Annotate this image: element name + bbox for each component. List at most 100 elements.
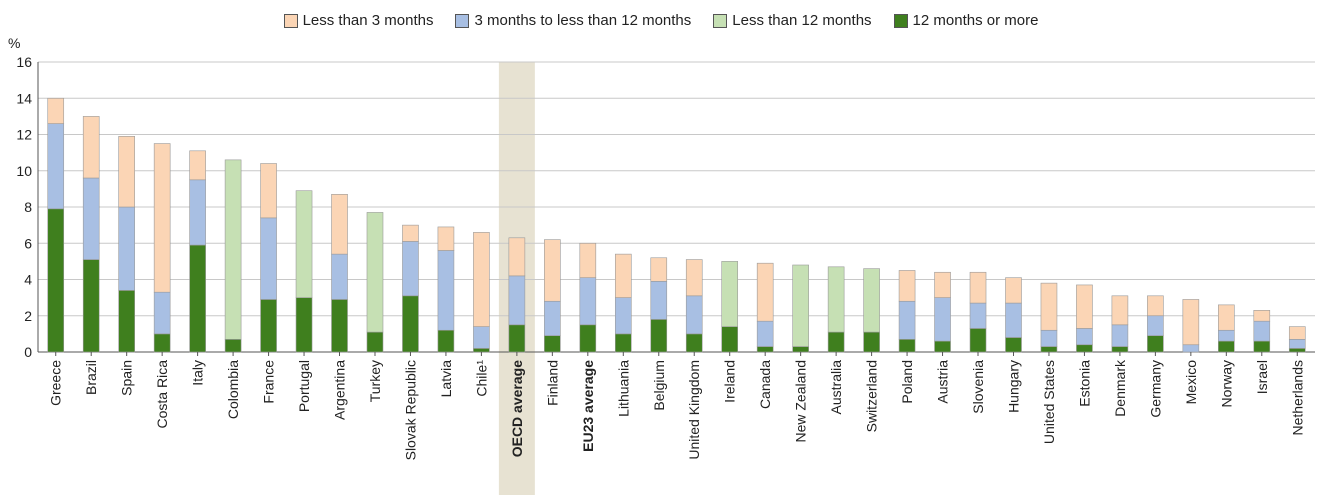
x-category-label-brazil: Brazil xyxy=(83,360,99,395)
y-tick-label-10: 10 xyxy=(16,163,32,179)
bar-united-kingdom-less-than-3-months xyxy=(685,259,703,297)
bar-spain-less-than-3-months xyxy=(118,136,135,208)
legend-item-less-than-3-months: Less than 3 months xyxy=(283,12,433,29)
bar-slovenia-3-months-to-less-than-12-months xyxy=(969,302,987,329)
bar-israel-3-months-to-less-than-12-months xyxy=(1253,320,1271,342)
x-category-label-hungary: Hungary xyxy=(1005,360,1021,413)
bar-belgium-12-months-or-more xyxy=(650,319,668,353)
bar-denmark-less-than-3-months xyxy=(1111,295,1129,326)
legend-swatch-less-than-3-months xyxy=(283,13,298,28)
bar-finland-less-than-3-months xyxy=(544,239,561,302)
bar-israel-12-months-or-more xyxy=(1253,340,1271,353)
x-category-label-chile: Chile¹ xyxy=(473,360,489,397)
bar-denmark-3-months-to-less-than-12-months xyxy=(1111,324,1129,347)
x-category-label-germany: Germany xyxy=(1147,360,1163,418)
bar-chile-3-months-to-less-than-12-months xyxy=(473,326,490,349)
bar-united-states-less-than-3-months xyxy=(1040,282,1058,331)
legend-item-12-months-or-more: 12 months or more xyxy=(893,12,1039,29)
bar-netherlands-less-than-3-months xyxy=(1288,326,1306,340)
bar-germany-12-months-or-more xyxy=(1147,335,1164,353)
y-tick-label-0: 0 xyxy=(24,344,32,360)
bar-argentina-less-than-3-months xyxy=(331,194,348,255)
bar-layer xyxy=(47,97,1306,353)
bar-new-zealand-12-months-or-more xyxy=(792,346,809,353)
x-category-label-austria: Austria xyxy=(935,360,951,404)
bar-oecd-average-less-than-3-months xyxy=(508,237,526,277)
bar-argentina-12-months-or-more xyxy=(331,299,348,353)
x-category-label-finland: Finland xyxy=(544,360,560,406)
bar-norway-less-than-3-months xyxy=(1218,304,1235,331)
bar-new-zealand-less-than-12-months xyxy=(792,264,809,347)
y-tick-label-4: 4 xyxy=(24,272,32,288)
legend-swatch-3-to-12-months xyxy=(455,13,470,28)
bar-latvia-less-than-3-months xyxy=(437,226,455,251)
bar-switzerland-12-months-or-more xyxy=(863,331,880,353)
bar-turkey-less-than-12-months xyxy=(366,212,384,333)
y-tick-label-12: 12 xyxy=(16,127,32,143)
legend-item-3-to-12-months: 3 months to less than 12 months xyxy=(455,12,691,29)
bar-latvia-3-months-to-less-than-12-months xyxy=(437,250,455,331)
bar-latvia-12-months-or-more xyxy=(437,329,455,353)
bar-slovak-republic-12-months-or-more xyxy=(402,295,419,353)
x-category-label-slovenia: Slovenia xyxy=(970,360,986,414)
bar-colombia-less-than-12-months xyxy=(224,159,242,340)
bar-brazil-3-months-to-less-than-12-months xyxy=(82,177,100,260)
x-category-label-colombia: Colombia xyxy=(225,360,241,419)
bar-estonia-less-than-3-months xyxy=(1076,284,1093,329)
x-category-label-oecd-average: OECD average xyxy=(509,360,525,457)
bar-argentina-3-months-to-less-than-12-months xyxy=(331,253,348,300)
y-unit-label: % xyxy=(8,35,20,51)
bar-lithuania-12-months-or-more xyxy=(614,333,632,353)
grid-layer xyxy=(38,61,1315,353)
bar-eu23-average-3-months-to-less-than-12-months xyxy=(579,277,597,326)
x-category-label-italy: Italy xyxy=(190,360,206,386)
bar-brazil-less-than-3-months xyxy=(82,116,100,179)
legend-label-less-than-12-months: Less than 12 months xyxy=(732,12,872,29)
bar-slovak-republic-less-than-3-months xyxy=(402,224,419,242)
bar-canada-12-months-or-more xyxy=(756,346,774,353)
x-category-label-australia: Australia xyxy=(828,360,844,415)
bar-chile-less-than-3-months xyxy=(473,232,490,327)
bar-hungary-12-months-or-more xyxy=(1005,337,1022,353)
bar-canada-less-than-3-months xyxy=(756,262,774,322)
bar-eu23-average-less-than-3-months xyxy=(579,242,597,278)
x-category-label-turkey: Turkey xyxy=(367,360,383,402)
x-category-label-switzerland: Switzerland xyxy=(864,360,880,432)
bar-austria-12-months-or-more xyxy=(934,340,951,353)
x-category-label-united-states: United States xyxy=(1041,360,1057,444)
axis-layer: 0 2 4 6 8 10 12 14 16 Greece Brazil Spain Costa Rica… xyxy=(16,54,1305,460)
bar-colombia-12-months-or-more xyxy=(224,339,242,353)
bar-slovak-republic-3-months-to-less-than-12-months xyxy=(402,241,419,297)
x-category-label-argentina: Argentina xyxy=(332,360,348,420)
bar-spain-3-months-to-less-than-12-months xyxy=(118,206,135,291)
legend-label-12-months-or-more: 12 months or more xyxy=(912,12,1039,29)
x-category-label-united-kingdom: United Kingdom xyxy=(686,360,702,460)
bar-spain-12-months-or-more xyxy=(118,290,135,353)
bar-greece-less-than-3-months xyxy=(47,97,65,124)
bar-norway-3-months-to-less-than-12-months xyxy=(1218,329,1235,342)
x-category-label-belgium: Belgium xyxy=(651,360,667,411)
bar-portugal-less-than-12-months xyxy=(295,190,313,298)
bar-germany-3-months-to-less-than-12-months xyxy=(1147,315,1164,336)
bar-austria-3-months-to-less-than-12-months xyxy=(934,297,951,342)
bar-hungary-3-months-to-less-than-12-months xyxy=(1005,302,1022,338)
y-tick-label-14: 14 xyxy=(16,90,32,106)
bar-slovenia-less-than-3-months xyxy=(969,271,987,304)
x-category-label-new-zealand: New Zealand xyxy=(793,360,809,443)
legend-label-3-to-12-months: 3 months to less than 12 months xyxy=(474,12,692,29)
bar-israel-less-than-3-months xyxy=(1253,310,1271,322)
bar-austria-less-than-3-months xyxy=(934,271,951,298)
x-category-label-lithuania: Lithuania xyxy=(615,360,631,417)
bar-greece-3-months-to-less-than-12-months xyxy=(47,123,65,210)
bar-poland-3-months-to-less-than-12-months xyxy=(898,300,916,340)
bar-costa-rica-less-than-3-months xyxy=(153,143,171,293)
bar-poland-less-than-3-months xyxy=(898,270,916,302)
bar-ireland-less-than-12-months xyxy=(721,261,739,327)
legend-item-less-than-12-months: Less than 12 months xyxy=(713,12,872,29)
x-category-label-eu23-average: EU23 average xyxy=(580,360,596,452)
x-category-label-denmark: Denmark xyxy=(1112,359,1128,417)
bar-finland-3-months-to-less-than-12-months xyxy=(544,300,561,336)
bar-eu23-average-12-months-or-more xyxy=(579,324,597,353)
x-category-label-ireland: Ireland xyxy=(722,360,738,403)
bar-france-less-than-3-months xyxy=(260,163,277,219)
